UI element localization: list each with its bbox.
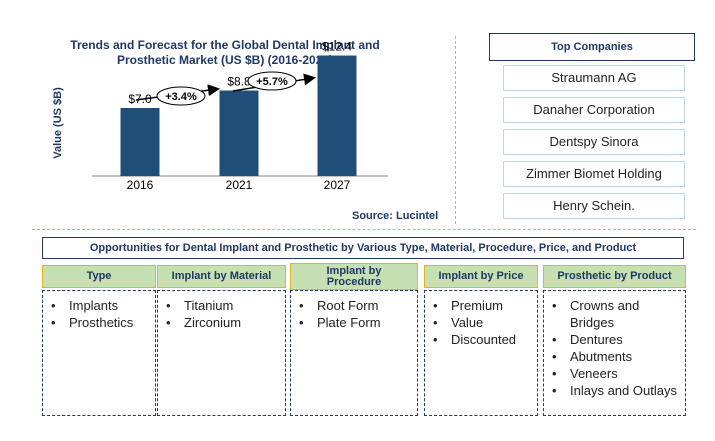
growth-label: +3.4% <box>165 91 197 103</box>
data-label: $8.8 <box>227 75 251 89</box>
growth-label-oval <box>156 86 206 106</box>
list-item: Implants <box>49 297 151 314</box>
list-item: Plate Form <box>297 314 413 331</box>
list-item: Inlays and Outlays <box>550 382 681 399</box>
list-item: Discounted <box>431 331 533 348</box>
category-list-procedure: Root Form Plate Form <box>290 290 418 416</box>
chart-title-line-1: Trends and Forecast for the Global Denta… <box>70 38 380 52</box>
list-item: Prosthetics <box>49 314 151 331</box>
company-item: Henry Schein. <box>503 193 685 219</box>
category-header-product: Prosthetic by Product <box>543 265 686 288</box>
x-tick-label: 2021 <box>226 178 253 192</box>
bar <box>120 108 160 176</box>
company-item: Dentspy Sinora <box>503 129 685 155</box>
bar-chart: Value (US $B) $7.02016$8.82021$12.42027+3… <box>52 40 388 192</box>
list-item: Crowns and Bridges <box>550 297 681 331</box>
growth-label: +5.7% <box>256 76 288 88</box>
bar <box>317 55 357 176</box>
category-list-price: Premium Value Discounted <box>424 290 538 416</box>
category-header-procedure: Implant by Procedure <box>290 263 418 290</box>
category-list-product: Crowns and Bridges Dentures Abutments Ve… <box>543 290 686 416</box>
list-item: Veneers <box>550 365 681 382</box>
vertical-divider <box>455 36 456 224</box>
company-item: Danaher Corporation <box>503 97 685 123</box>
list-item: Root Form <box>297 297 413 314</box>
data-label: $12.4 <box>322 40 352 54</box>
list-item: Value <box>431 314 533 331</box>
x-tick-label: 2027 <box>324 178 351 192</box>
category-list-type: Implants Prosthetics <box>42 290 156 416</box>
category-header-type: Type <box>42 265 156 288</box>
y-axis-label: Value (US $B) <box>52 87 64 159</box>
chart-title-line-2: Prosthetic Market (US $B) (2016-2027) <box>116 53 334 67</box>
list-item: Titanium <box>164 297 281 314</box>
horizontal-divider <box>32 229 696 230</box>
source-label: Source: Lucintel <box>352 210 439 222</box>
growth-label-oval <box>247 71 297 91</box>
company-item: Straumann AG <box>503 65 685 91</box>
category-header-price: Implant by Price <box>424 265 538 288</box>
list-item: Premium <box>431 297 533 314</box>
company-item: Zimmer Biomet Holding <box>503 161 685 187</box>
category-header-material: Implant by Material <box>157 265 286 288</box>
top-companies-header: Top Companies <box>489 33 695 61</box>
category-header-procedure-line-1: Implant by <box>326 264 382 277</box>
opportunities-header: Opportunities for Dental Implant and Pro… <box>42 237 684 259</box>
x-tick-label: 2016 <box>127 178 154 192</box>
category-list-material: Titanium Zirconium <box>157 290 286 416</box>
list-item: Zirconium <box>164 314 281 331</box>
bar <box>219 90 259 176</box>
list-item: Abutments <box>550 348 681 365</box>
list-item: Dentures <box>550 331 681 348</box>
chart-title: Trends and Forecast for the Global Denta… <box>40 38 410 68</box>
category-header-procedure-line-2: Procedure <box>326 275 382 288</box>
